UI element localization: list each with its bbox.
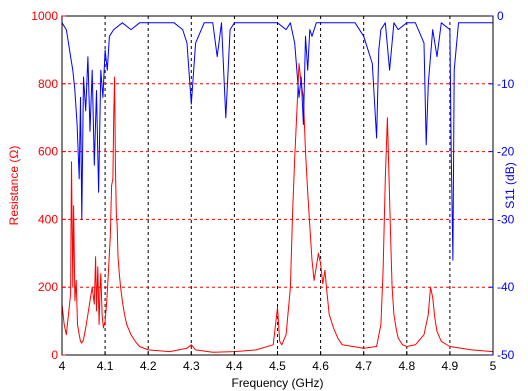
s11-series-line	[61, 22, 493, 261]
left-tick-label: 400	[38, 212, 58, 226]
left-tick-label: 0	[51, 348, 58, 362]
x-axis-title: Frequency (GHz)	[231, 376, 323, 390]
x-tick-label: 4.2	[140, 359, 157, 373]
right-tick-label: -20	[497, 145, 515, 159]
x-tick-label: 4.3	[183, 359, 200, 373]
left-axis-title: Resistance (Ω)	[7, 146, 21, 226]
x-tick-label: 4.4	[226, 359, 243, 373]
x-tick-label: 4.9	[442, 359, 459, 373]
x-tick-label: 4.8	[398, 359, 415, 373]
right-tick-label: -30	[497, 212, 515, 226]
x-tick-label: 4.7	[355, 359, 372, 373]
right-tick-label: 0	[497, 9, 504, 23]
right-tick-label: -10	[497, 77, 515, 91]
axis-ticks: 4 4.1 4.2 4.3 4.4 4.5 4.6 4.7 4.8 4.9 5 0 200 400 600 8…	[31, 9, 514, 373]
x-tick-label: 4.1	[97, 359, 114, 373]
resistance-series-line	[61, 63, 494, 353]
left-tick-label: 800	[38, 77, 58, 91]
right-tick-label: -50	[497, 348, 515, 362]
x-tick-label: 4	[59, 359, 66, 373]
right-tick-label: -40	[497, 280, 515, 294]
left-tick-label: 1000	[31, 9, 58, 23]
left-tick-label: 600	[38, 145, 58, 159]
x-tick-label: 4.6	[312, 359, 329, 373]
x-tick-label: 4.5	[269, 359, 286, 373]
data-series	[61, 22, 494, 353]
right-axis-title: S11 (dB)	[503, 162, 517, 208]
left-tick-label: 200	[38, 280, 58, 294]
x-tick-label: 5	[490, 359, 497, 373]
